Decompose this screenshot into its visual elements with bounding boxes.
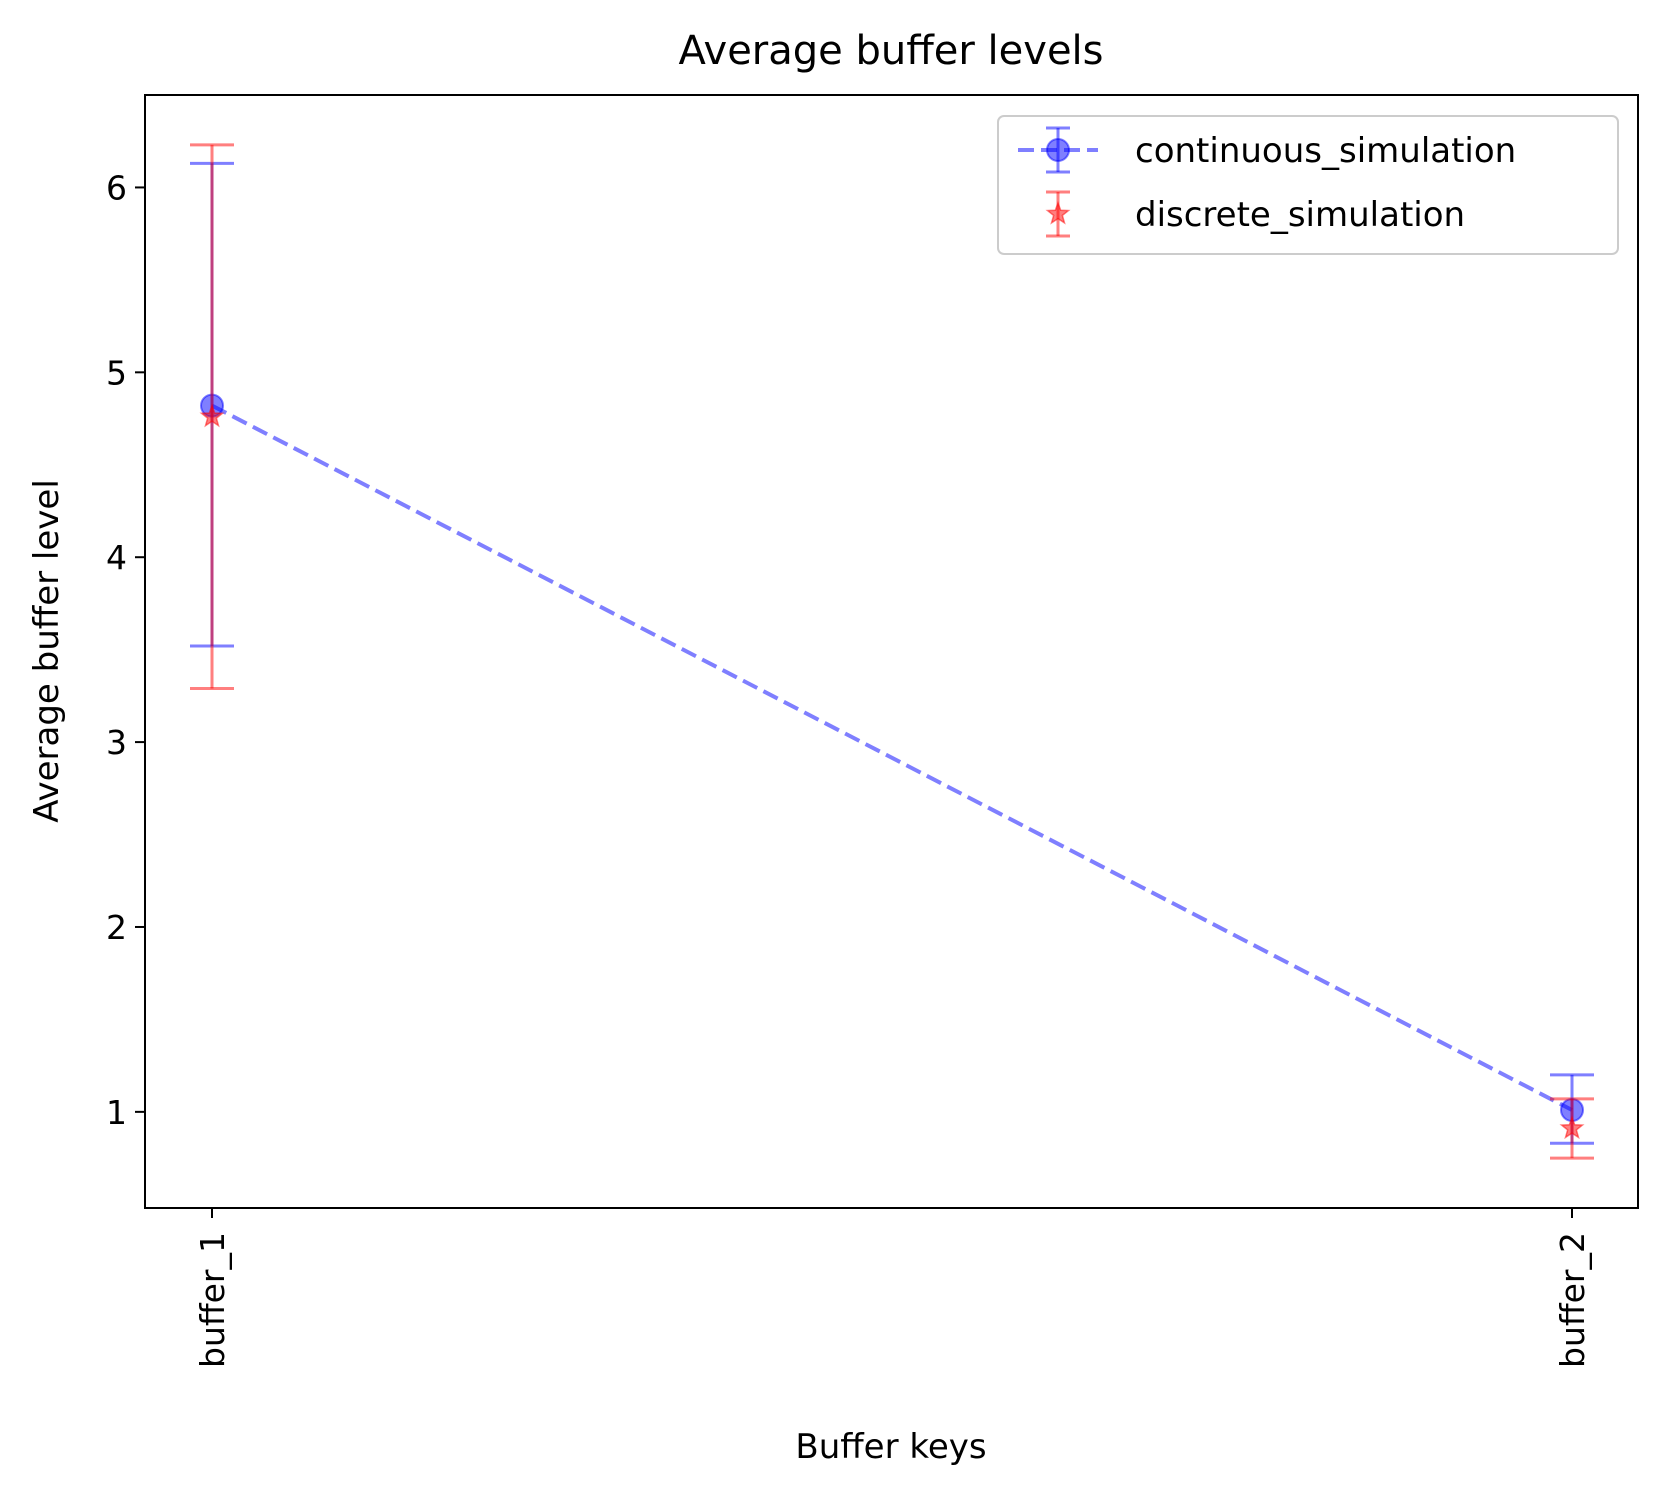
- x-axis-label: Buffer keys: [795, 1427, 986, 1467]
- y-tick-label: 3: [106, 723, 127, 762]
- legend-box: [997, 115, 1619, 255]
- x-tick-label: buffer_1: [193, 1232, 232, 1368]
- x-axis: buffer_1 buffer_2: [193, 1208, 1592, 1368]
- legend-label: continuous_simulation: [1135, 131, 1516, 171]
- legend-marker: [1045, 200, 1071, 225]
- legend-entry: discrete_simulation: [1045, 190, 1465, 238]
- plot-frame: [144, 94, 1639, 1209]
- series-discrete_simulation: [190, 143, 1594, 1160]
- y-axis-label: Average buffer level: [27, 479, 67, 823]
- y-tick-label: 6: [106, 168, 127, 207]
- x-tick-label: buffer_2: [1553, 1232, 1592, 1368]
- y-tick-label: 2: [106, 908, 127, 947]
- chart-title: Average buffer levels: [679, 28, 1104, 74]
- legend-label: discrete_simulation: [1135, 195, 1465, 235]
- series-line: [211, 403, 1573, 1112]
- y-tick-label: 5: [106, 353, 127, 392]
- data-point: [1559, 1115, 1585, 1140]
- legend: continuous_simulation discrete_simulation: [997, 115, 1619, 255]
- y-axis: 1 2 3 4 5 6: [106, 168, 145, 1132]
- data-point: [199, 403, 225, 428]
- plot-content: [190, 143, 1594, 1160]
- legend-entry: continuous_simulation: [1018, 126, 1516, 174]
- y-tick-label: 4: [106, 538, 127, 577]
- legend-marker: [1046, 138, 1070, 162]
- y-tick-label: 1: [106, 1093, 127, 1132]
